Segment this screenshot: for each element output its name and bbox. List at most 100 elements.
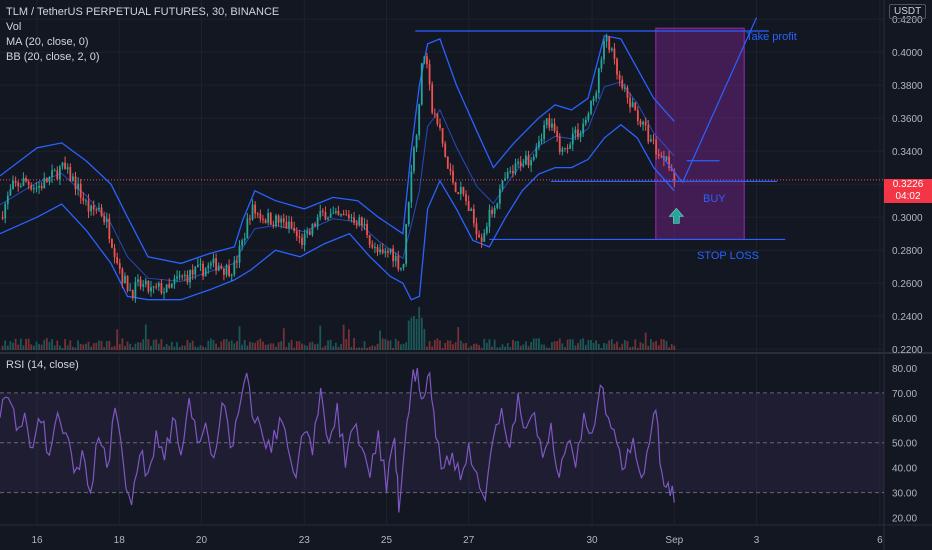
- volume-bar: [105, 341, 108, 350]
- candle-body: [19, 185, 22, 187]
- candle-body: [392, 248, 395, 262]
- price-tick-label: 0.3400: [892, 147, 923, 158]
- candle-body: [538, 141, 540, 148]
- candle-body: [540, 138, 543, 142]
- volume-bar: [634, 339, 637, 350]
- candle-body: [48, 177, 51, 183]
- volume-bar: [491, 346, 493, 350]
- candle-body: [267, 212, 270, 223]
- candle-body: [337, 210, 340, 216]
- volume-bar: [139, 342, 142, 350]
- candle-body: [87, 200, 90, 212]
- candle-body: [454, 182, 457, 193]
- candle-body: [277, 215, 280, 223]
- volume-bar: [564, 346, 566, 350]
- candle-body: [426, 56, 428, 65]
- volume-bar: [327, 340, 329, 350]
- volume-bar: [571, 339, 574, 350]
- volume-bar: [183, 345, 186, 350]
- candle-body: [142, 284, 145, 287]
- candle-body: [556, 131, 559, 137]
- candle-body: [405, 224, 408, 264]
- candle-body: [152, 286, 155, 288]
- volume-bar: [90, 346, 93, 350]
- volume-bar: [558, 338, 561, 350]
- volume-bar: [45, 338, 48, 350]
- volume-bar: [14, 338, 17, 350]
- volume-bar: [480, 347, 483, 350]
- candle-body: [293, 227, 296, 232]
- volume-bar: [519, 345, 522, 350]
- volume-bar: [290, 339, 293, 350]
- volume-bar: [69, 340, 72, 350]
- candle-body: [303, 233, 306, 245]
- vol-label[interactable]: Vol: [6, 21, 22, 33]
- volume-bar: [665, 341, 668, 350]
- volume-bar: [251, 342, 254, 350]
- candle-body: [407, 202, 410, 225]
- volume-bar: [4, 340, 7, 350]
- volume-bar: [618, 347, 621, 350]
- volume-bar: [25, 338, 27, 350]
- candle-body: [165, 284, 168, 292]
- volume-bar: [376, 343, 379, 350]
- candle-body: [71, 176, 74, 182]
- bb-label[interactable]: BB (20, close, 2, 0): [6, 51, 100, 63]
- rsi-tick-label: 40.00: [892, 464, 917, 475]
- candle-body: [423, 56, 426, 64]
- candle-body: [506, 172, 509, 179]
- candle-body: [155, 286, 158, 288]
- candle-body: [116, 257, 119, 264]
- candle-body: [90, 205, 93, 212]
- volume-bar: [298, 341, 301, 350]
- candle-body: [558, 136, 561, 152]
- volume-bar: [483, 339, 486, 350]
- volume-bar: [308, 342, 311, 350]
- symbol-title[interactable]: TLM / TetherUS PERPETUAL FUTURES, 30, BI…: [6, 6, 280, 18]
- candle-body: [202, 263, 204, 277]
- volume-bar: [311, 341, 314, 350]
- volume-bar: [582, 338, 585, 350]
- candle-body: [262, 218, 264, 220]
- volume-bar: [152, 339, 155, 350]
- volume-bar: [525, 341, 527, 350]
- candle-body: [548, 118, 551, 128]
- volume-bar: [597, 343, 600, 350]
- currency-label[interactable]: USDT: [889, 4, 927, 19]
- candle-body: [329, 213, 332, 219]
- candle-body: [608, 36, 611, 51]
- volume-bar: [233, 343, 236, 350]
- candle-body: [642, 121, 644, 125]
- candle-body: [181, 275, 184, 277]
- volume-bar: [334, 342, 337, 350]
- candle-body: [579, 133, 582, 138]
- volume-bar: [295, 341, 298, 350]
- candle-body: [436, 113, 439, 125]
- volume-bar: [212, 339, 215, 350]
- volume-bar: [439, 340, 441, 350]
- rsi-label[interactable]: RSI (14, close): [6, 359, 79, 371]
- volume-bar: [636, 347, 639, 350]
- time-tick-label: 27: [463, 535, 475, 546]
- volume-bar: [118, 344, 121, 350]
- volume-bar: [610, 339, 613, 350]
- volume-bar: [12, 342, 14, 350]
- candle-body: [569, 144, 572, 149]
- drawings[interactable]: [415, 17, 786, 241]
- candle-body: [431, 84, 434, 113]
- candle-body: [199, 263, 202, 265]
- candle-body: [462, 187, 465, 195]
- volume-bar: [285, 346, 288, 350]
- volume-bar: [199, 345, 202, 350]
- volume-bar: [592, 342, 595, 350]
- position-box[interactable]: [655, 27, 745, 240]
- candle-body: [191, 270, 194, 275]
- ma-label[interactable]: MA (20, close, 0): [6, 36, 89, 48]
- rsi-tick-label: 30.00: [892, 489, 917, 500]
- volume-bar: [196, 347, 199, 350]
- time-tick-label: 25: [381, 535, 393, 546]
- candle-body: [410, 171, 413, 203]
- candle-body: [4, 204, 7, 219]
- volume-bar: [345, 339, 348, 350]
